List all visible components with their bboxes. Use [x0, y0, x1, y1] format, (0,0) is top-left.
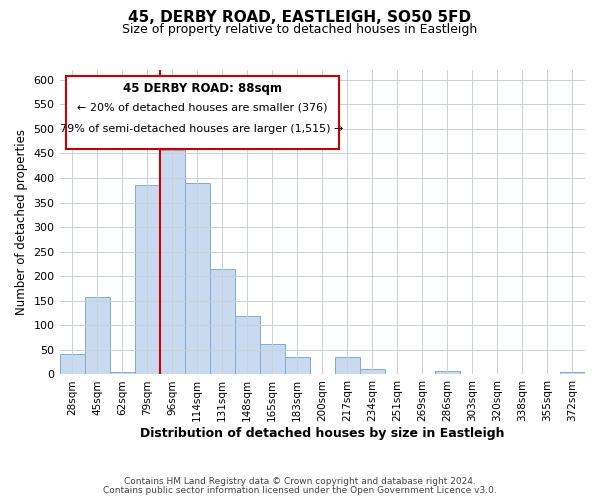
Text: 45, DERBY ROAD, EASTLEIGH, SO50 5FD: 45, DERBY ROAD, EASTLEIGH, SO50 5FD: [128, 10, 472, 25]
Bar: [134, 186, 160, 374]
Bar: [110, 372, 134, 374]
Bar: [335, 358, 360, 374]
Bar: [209, 269, 235, 374]
Text: Size of property relative to detached houses in Eastleigh: Size of property relative to detached ho…: [122, 22, 478, 36]
Bar: [435, 370, 460, 374]
Bar: [235, 316, 260, 374]
Y-axis label: Number of detached properties: Number of detached properties: [15, 129, 28, 315]
Text: ← 20% of detached houses are smaller (376): ← 20% of detached houses are smaller (37…: [77, 103, 328, 113]
Bar: [285, 358, 310, 374]
X-axis label: Distribution of detached houses by size in Eastleigh: Distribution of detached houses by size …: [140, 427, 505, 440]
Bar: [260, 344, 285, 374]
Bar: [59, 354, 85, 374]
Bar: [185, 183, 209, 374]
Bar: [85, 297, 110, 374]
Text: Contains public sector information licensed under the Open Government Licence v3: Contains public sector information licen…: [103, 486, 497, 495]
Bar: [160, 150, 185, 374]
Text: 45 DERBY ROAD: 88sqm: 45 DERBY ROAD: 88sqm: [122, 82, 281, 95]
Bar: [360, 368, 385, 374]
Text: Contains HM Land Registry data © Crown copyright and database right 2024.: Contains HM Land Registry data © Crown c…: [124, 478, 476, 486]
Bar: [560, 372, 585, 374]
Text: 79% of semi-detached houses are larger (1,515) →: 79% of semi-detached houses are larger (…: [61, 124, 344, 134]
